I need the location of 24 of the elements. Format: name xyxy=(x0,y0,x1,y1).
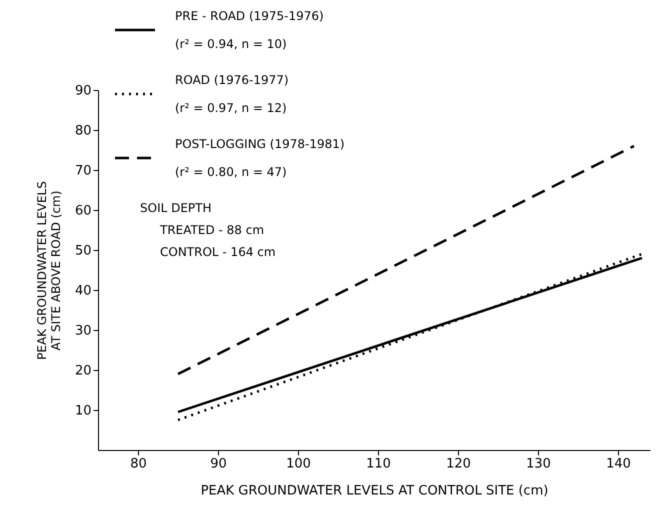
y-tick-label: 60 xyxy=(74,204,92,218)
legend-label: ROAD (1976-1977) (r² = 0.97, n = 12) xyxy=(175,73,289,115)
x-axis-title: PEAK GROUNDWATER LEVELS AT CONTROL SITE (cm) xyxy=(200,484,548,498)
y-axis-title: PEAK GROUNDWATER LEVELS AT SITE ABOVE ROAD (cm) xyxy=(34,181,63,360)
y-tick-label: 90 xyxy=(74,84,92,98)
x-tick-label: 140 xyxy=(606,456,631,472)
y-tick-label: 70 xyxy=(74,164,92,178)
y-tick-label: 20 xyxy=(74,364,92,378)
y-tick-label: 30 xyxy=(74,324,92,338)
annotation: TREATED - 88 cm xyxy=(159,223,264,237)
x-tick-label: 80 xyxy=(130,456,147,472)
x-tick-label: 100 xyxy=(286,456,311,472)
y-tick-label: 80 xyxy=(74,124,92,138)
x-tick-label: 130 xyxy=(526,456,551,472)
annotation: CONTROL - 164 cm xyxy=(160,245,276,259)
y-tick-label: 40 xyxy=(74,284,92,298)
x-tick-label: 90 xyxy=(210,456,227,472)
legend-label: PRE - ROAD (1975-1976) (r² = 0.94, n = 10) xyxy=(175,9,324,51)
x-tick-label: 120 xyxy=(446,456,471,472)
legend-label: POST-LOGGING (1978-1981) (r² = 0.80, n = 47) xyxy=(175,137,345,179)
y-tick-label: 50 xyxy=(74,244,92,258)
y-tick-label: 10 xyxy=(74,404,92,418)
x-tick-label: 110 xyxy=(366,456,391,472)
annotation: SOIL DEPTH xyxy=(140,201,212,215)
